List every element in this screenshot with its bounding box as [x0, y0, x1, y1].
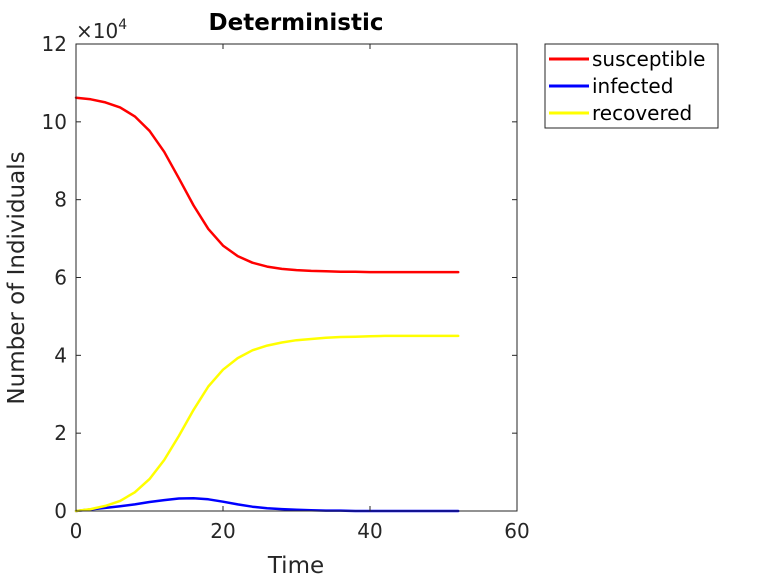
chart-title: Deterministic [209, 10, 384, 36]
legend-label-infected: infected [592, 74, 673, 98]
y-tick-label: 12 [42, 32, 67, 56]
axes-layer: 0 20 40 60 0 2 4 6 8 10 12 [42, 32, 530, 543]
y-tick-label: 4 [54, 343, 67, 367]
y-tick-label: 8 [54, 188, 67, 212]
series-line-recovered [74, 334, 460, 513]
y-axis-label: Number of Individuals [4, 151, 30, 404]
legend-label-recovered: recovered [592, 101, 692, 125]
legend-label-susceptible: susceptible [592, 47, 705, 71]
y-multiplier-exponent: 4 [118, 17, 127, 33]
x-tick-label: 0 [70, 519, 83, 543]
x-tick-label: 40 [357, 519, 382, 543]
series-line-susceptible [74, 96, 460, 274]
y-tick-label: 10 [42, 110, 67, 134]
y-tick-label: 0 [54, 499, 67, 523]
plot-background [76, 44, 517, 511]
y-multiplier-base: ×10 [76, 19, 118, 43]
x-axis-label: Time [267, 553, 324, 579]
legend: susceptible infected recovered [544, 43, 719, 129]
x-tick-label: 60 [504, 519, 529, 543]
y-multiplier: ×104 [76, 17, 127, 43]
x-tick-label: 20 [210, 519, 235, 543]
y-tick-label: 6 [54, 266, 67, 290]
y-tick-label: 2 [54, 421, 67, 445]
